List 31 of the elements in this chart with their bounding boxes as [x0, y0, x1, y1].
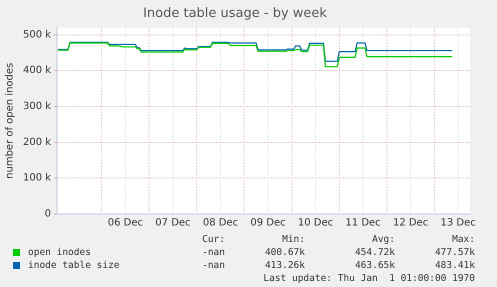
text: 400.67k	[264, 247, 305, 258]
text: Min:	[282, 234, 305, 245]
text: Cur:	[202, 234, 225, 245]
text: 463.65k	[354, 260, 395, 271]
x-tick-label: 06 Dec	[108, 218, 144, 229]
y-tick-label: 200 k	[22, 136, 52, 148]
text: 477.57k	[434, 247, 475, 258]
legend-label: open inodes	[28, 247, 91, 258]
x-tick-label: 13 Dec	[440, 218, 476, 229]
text: Max:	[452, 234, 475, 245]
y-tick-label: 0	[44, 208, 52, 220]
x-tick-label: 09 Dec	[250, 218, 286, 229]
chart-title: Inode table usage - by week	[143, 6, 328, 22]
text: -nan	[202, 247, 225, 258]
text: -nan	[202, 260, 225, 271]
text: 413.26k	[264, 260, 305, 271]
text: Last update: Thu Jan 1 01:00:00 1970	[263, 273, 475, 284]
text: Avg:	[372, 234, 395, 245]
y-tick-label: 100 k	[22, 172, 52, 184]
y-axis-title: number of open inodes	[4, 62, 16, 179]
y-tick-label: 500 k	[22, 29, 52, 40]
y-tick-label: 300 k	[22, 101, 52, 112]
x-tick-label: 07 Dec	[155, 218, 191, 229]
x-tick-label: 10 Dec	[298, 218, 334, 229]
x-tick-label: 11 Dec	[345, 218, 381, 229]
x-tick-label: 08 Dec	[202, 218, 238, 229]
text: 454.72k	[354, 247, 395, 258]
text: 483.41k	[434, 260, 475, 271]
y-tick-label: 400 k	[22, 65, 52, 76]
x-tick-label: 12 Dec	[392, 218, 428, 229]
legend-label: inode table size	[28, 260, 120, 271]
